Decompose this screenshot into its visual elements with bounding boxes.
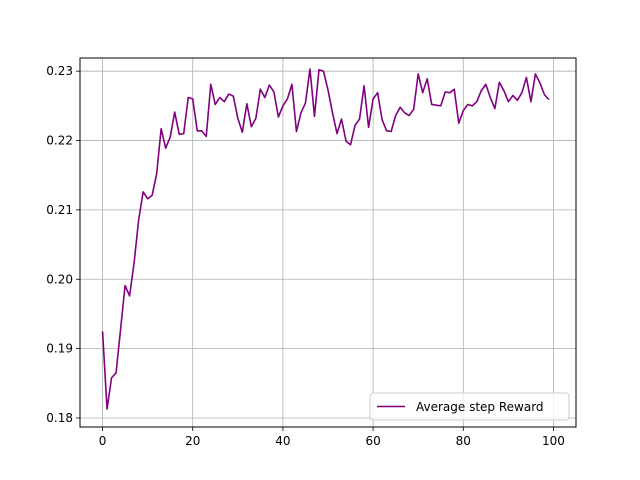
plot-frame	[79, 57, 577, 428]
ticks: 0 20 40 60 80 100 0.18 0.19 0.20 0.21 0.22 0.23	[46, 64, 565, 448]
x-tick-label: 40	[275, 434, 290, 448]
series-line	[101, 68, 550, 410]
y-tick-label: 0.18	[46, 411, 73, 425]
legend: Average step Reward	[369, 392, 570, 421]
grid	[80, 58, 576, 427]
x-tick-label: 0	[99, 434, 107, 448]
legend-label: Average step Reward	[416, 400, 544, 414]
plot-area	[80, 58, 576, 427]
x-tick-label: 100	[542, 434, 565, 448]
legend-box	[369, 392, 570, 421]
x-tick-label: 20	[185, 434, 200, 448]
y-tick-label: 0.20	[46, 272, 73, 286]
y-tick-label: 0.22	[46, 134, 73, 148]
series-layer	[101, 68, 550, 410]
x-tick-label: 80	[456, 434, 471, 448]
y-tick-label: 0.21	[46, 203, 73, 217]
x-tick-label: 60	[365, 434, 380, 448]
y-tick-label: 0.19	[46, 342, 73, 356]
y-tick-label: 0.23	[46, 64, 73, 78]
